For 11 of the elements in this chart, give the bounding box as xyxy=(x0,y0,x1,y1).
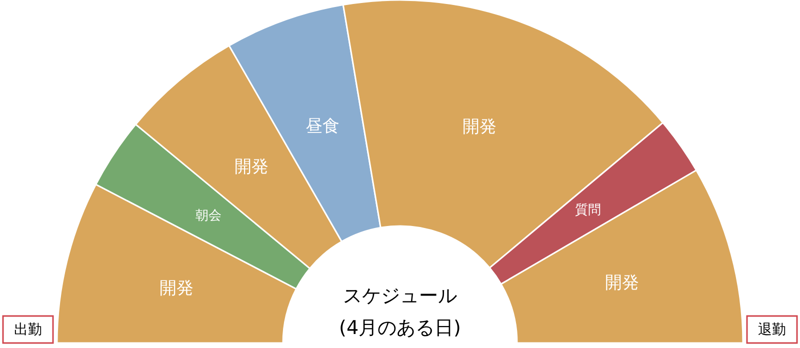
slice-label: 開発 xyxy=(605,273,640,294)
slice-label: 朝会 xyxy=(195,208,222,224)
slice-label: 質問 xyxy=(575,203,602,218)
slice-label: 昼食 xyxy=(305,116,340,136)
text: スケジュール xyxy=(343,285,457,307)
slice-label: 開発 xyxy=(462,117,497,138)
text: (4月のある日) xyxy=(339,317,461,339)
slice-label: 開発 xyxy=(160,278,194,298)
slice-label: 開発 xyxy=(234,157,269,178)
text: 出勤 xyxy=(14,322,42,338)
text: 退勤 xyxy=(758,322,786,338)
